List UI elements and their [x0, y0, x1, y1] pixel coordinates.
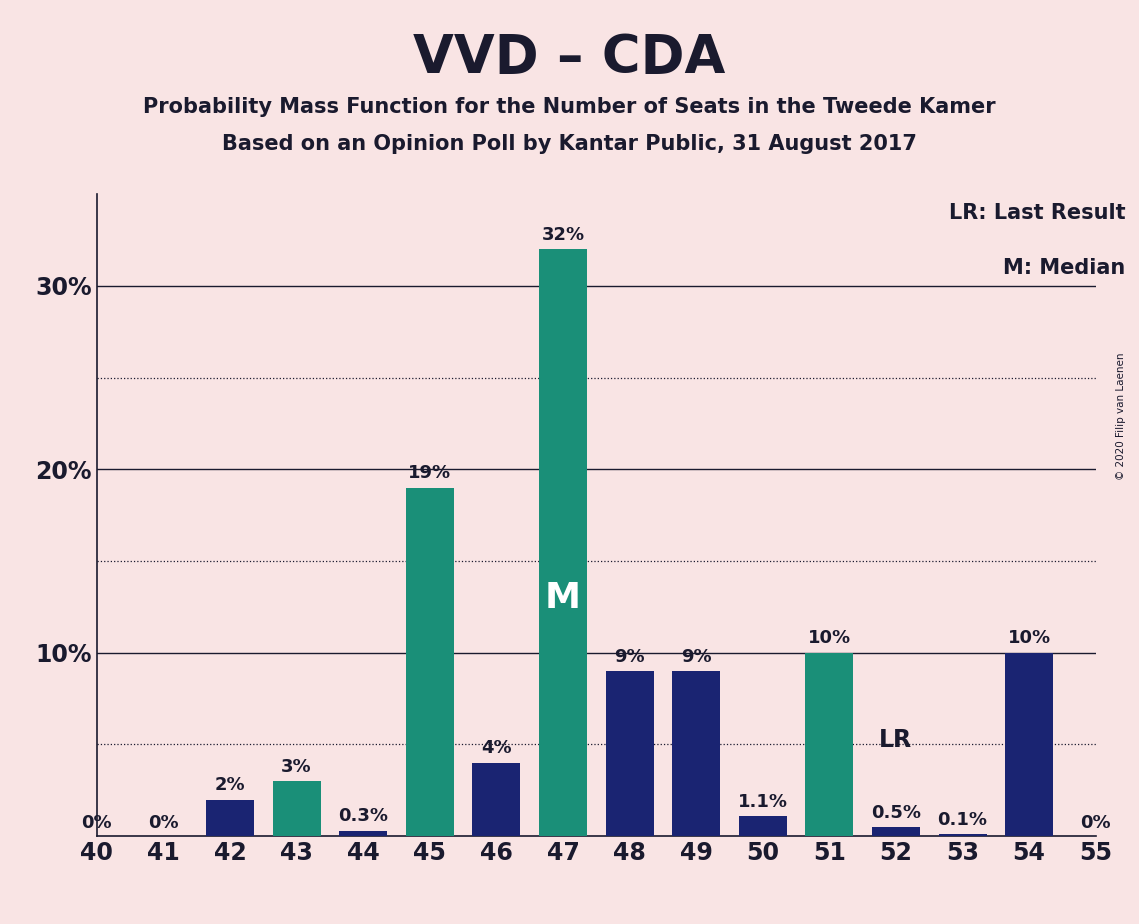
Text: VVD – CDA: VVD – CDA: [413, 32, 726, 84]
Text: 0.5%: 0.5%: [871, 804, 921, 821]
Text: LR: Last Result: LR: Last Result: [949, 203, 1125, 224]
Text: 1.1%: 1.1%: [738, 793, 788, 810]
Text: © 2020 Filip van Laenen: © 2020 Filip van Laenen: [1116, 352, 1126, 480]
Text: M: M: [544, 580, 581, 614]
Bar: [339, 831, 387, 836]
Bar: [606, 671, 654, 836]
Text: 10%: 10%: [808, 629, 851, 647]
Text: Based on an Opinion Poll by Kantar Public, 31 August 2017: Based on an Opinion Poll by Kantar Publi…: [222, 134, 917, 154]
Bar: [206, 799, 254, 836]
Text: 0.1%: 0.1%: [937, 811, 988, 829]
Bar: [272, 781, 320, 836]
Text: 3%: 3%: [281, 758, 312, 775]
Bar: [872, 827, 920, 836]
Bar: [405, 488, 453, 836]
Text: LR: LR: [879, 728, 912, 752]
Bar: [939, 834, 986, 836]
Text: 0%: 0%: [82, 814, 112, 832]
Text: 9%: 9%: [681, 648, 712, 665]
Bar: [539, 249, 587, 836]
Text: 0%: 0%: [148, 814, 179, 832]
Text: M: Median: M: Median: [1003, 258, 1125, 278]
Text: 4%: 4%: [481, 739, 511, 758]
Text: 32%: 32%: [541, 225, 584, 244]
Text: 0%: 0%: [1081, 814, 1111, 832]
Text: Probability Mass Function for the Number of Seats in the Tweede Kamer: Probability Mass Function for the Number…: [144, 97, 995, 117]
Bar: [672, 671, 720, 836]
Bar: [1005, 652, 1054, 836]
Bar: [739, 816, 787, 836]
Text: 0.3%: 0.3%: [338, 808, 388, 825]
Text: 19%: 19%: [408, 464, 451, 482]
Text: 9%: 9%: [614, 648, 645, 665]
Bar: [473, 763, 521, 836]
Bar: [805, 652, 853, 836]
Text: 2%: 2%: [214, 776, 245, 794]
Text: 10%: 10%: [1008, 629, 1050, 647]
